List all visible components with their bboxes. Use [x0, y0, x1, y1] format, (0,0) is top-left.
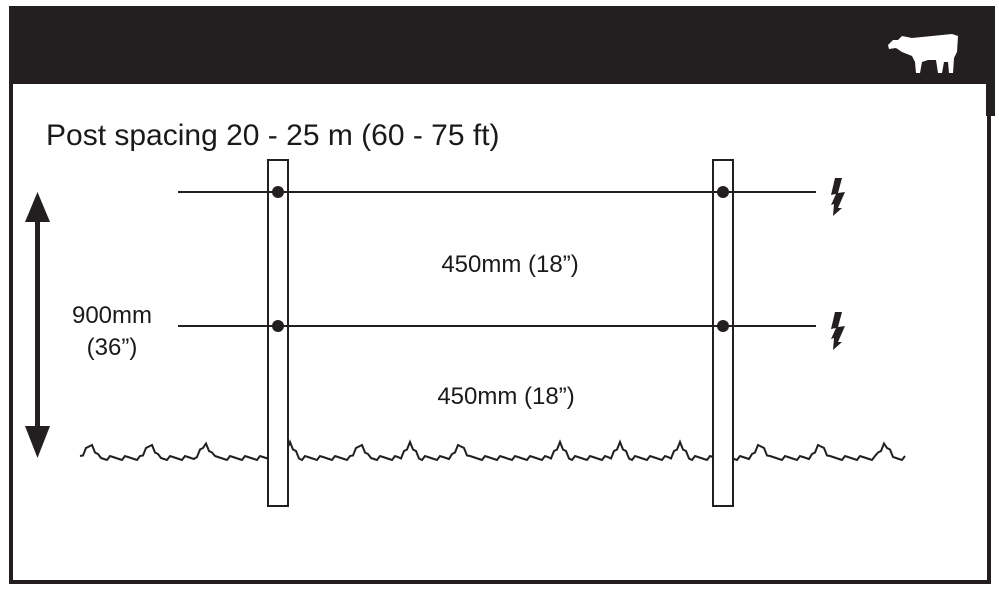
fence-post-left	[267, 159, 289, 507]
post-spacing-title: Post spacing 20 - 25 m (60 - 75 ft)	[46, 119, 500, 152]
header-bar	[9, 6, 995, 84]
lightning-icon	[831, 312, 845, 350]
insulator	[272, 320, 284, 332]
insulator	[717, 320, 729, 332]
lower-gap-label: 450mm (18”)	[437, 383, 574, 410]
frame	[9, 6, 991, 584]
upper-gap-label: 450mm (18”)	[441, 251, 578, 278]
cow-icon	[888, 34, 958, 73]
total-height-label-imperial: (36”)	[87, 334, 138, 361]
height-arrow	[25, 192, 50, 458]
insulator	[272, 186, 284, 198]
frame-right-tab	[986, 6, 995, 116]
insulator	[717, 186, 729, 198]
total-height-label: 900mm	[72, 302, 152, 329]
lightning-icon	[831, 178, 845, 216]
fence-post-right	[712, 159, 734, 507]
grass-ground	[79, 439, 906, 462]
